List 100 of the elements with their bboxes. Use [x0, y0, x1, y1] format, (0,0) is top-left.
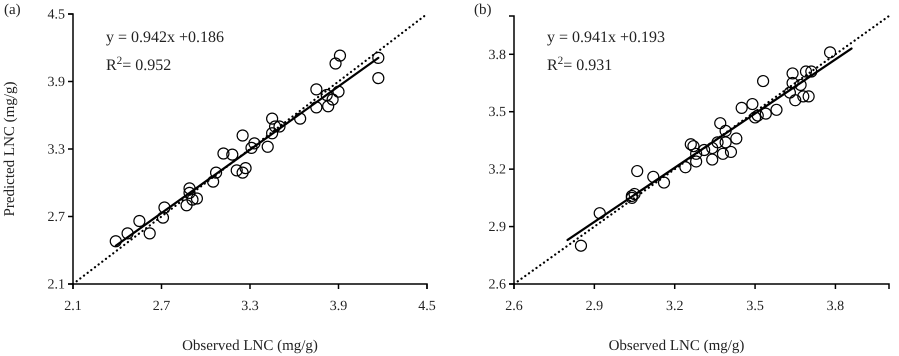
point [690, 148, 702, 160]
point [156, 212, 170, 224]
y-tick-label: 2.7 [48, 210, 65, 225]
point [310, 101, 322, 114]
point [720, 124, 732, 137]
point [230, 164, 243, 176]
point [631, 164, 644, 178]
point [786, 67, 799, 80]
x-tick-label: 2.9 [586, 299, 604, 314]
point [824, 46, 836, 58]
point [326, 93, 339, 106]
point [266, 112, 278, 125]
y-tick-label: 3.3 [48, 142, 65, 158]
point [217, 147, 230, 160]
point [210, 166, 222, 179]
point [679, 161, 692, 174]
point [797, 90, 810, 102]
point [711, 136, 724, 148]
y-tick-label: 3.9 [48, 74, 65, 90]
point [294, 112, 306, 125]
annotation: y = 0.941x +0.193 [547, 29, 666, 46]
point [748, 111, 762, 124]
x-tick-label: 2.6 [505, 299, 523, 314]
point [574, 240, 588, 252]
point [760, 108, 772, 120]
x-tick-label: 3.3 [241, 299, 259, 314]
point [183, 186, 196, 199]
point [332, 86, 345, 98]
point [752, 109, 764, 122]
point [226, 148, 238, 161]
point [207, 176, 220, 188]
point [714, 117, 726, 130]
point [322, 100, 334, 112]
point [687, 140, 700, 152]
point [239, 162, 252, 174]
point [329, 57, 342, 70]
point [690, 155, 702, 168]
point [372, 72, 384, 84]
point [320, 88, 333, 102]
point [262, 140, 274, 153]
y-tick-label: 2.9 [488, 220, 506, 236]
point [800, 65, 812, 78]
point [770, 104, 783, 116]
point [144, 227, 156, 240]
y-tick-label: 3.8 [488, 48, 506, 63]
point [133, 214, 146, 228]
point [698, 144, 710, 156]
point [720, 136, 732, 148]
point [647, 170, 660, 183]
text: (b) [474, 2, 492, 18]
x-tick-label: 2.7 [152, 299, 170, 314]
y-axis-title: Predicted LNC (mg/g) [2, 82, 18, 216]
point [245, 142, 258, 154]
point [736, 102, 748, 114]
point [183, 182, 196, 194]
point [658, 176, 670, 189]
point [794, 78, 807, 91]
point [248, 137, 261, 150]
x-axis-title: Observed LNC (mg/g) [182, 338, 318, 354]
point [180, 199, 193, 212]
x-tick-label: 3.9 [330, 299, 348, 314]
point [716, 148, 730, 160]
point [110, 235, 122, 248]
point [746, 98, 758, 110]
point [784, 86, 796, 99]
point [372, 52, 384, 64]
y-tick-label: 3.5 [488, 105, 506, 120]
y-tick-label: 2.6 [488, 277, 506, 292]
point [786, 76, 799, 90]
point [158, 201, 171, 214]
x-tick-label: 4.5 [418, 299, 436, 314]
point [594, 207, 606, 220]
x-tick-label: 3.8 [826, 299, 844, 314]
annotation: R$^{2}$= 0.931 [547, 55, 612, 74]
x-tick-label: 3.2 [666, 299, 684, 314]
point [190, 192, 203, 205]
point [186, 194, 199, 206]
point [730, 132, 742, 145]
point [706, 153, 718, 166]
point [236, 129, 249, 142]
point [310, 83, 322, 96]
annotation: R$^{2}$= 0.952 [106, 55, 172, 74]
text: (a) [4, 2, 21, 18]
point [266, 127, 278, 140]
point [706, 142, 718, 154]
x-tick-label: 3.5 [746, 299, 764, 314]
annotation: y = 0.942x +0.186 [106, 29, 224, 46]
point [236, 166, 249, 179]
point [628, 188, 641, 200]
y-tick-label: 2.1 [48, 277, 65, 292]
point [789, 94, 802, 106]
point [121, 227, 134, 240]
point [334, 50, 346, 62]
x-axis-title: Observed LNC (mg/g) [608, 338, 744, 354]
point [805, 65, 818, 78]
y-tick-label: 3.2 [488, 162, 506, 178]
point [684, 138, 697, 150]
point [268, 120, 282, 133]
y-tick-label: 4.5 [48, 7, 65, 22]
point [757, 75, 770, 88]
